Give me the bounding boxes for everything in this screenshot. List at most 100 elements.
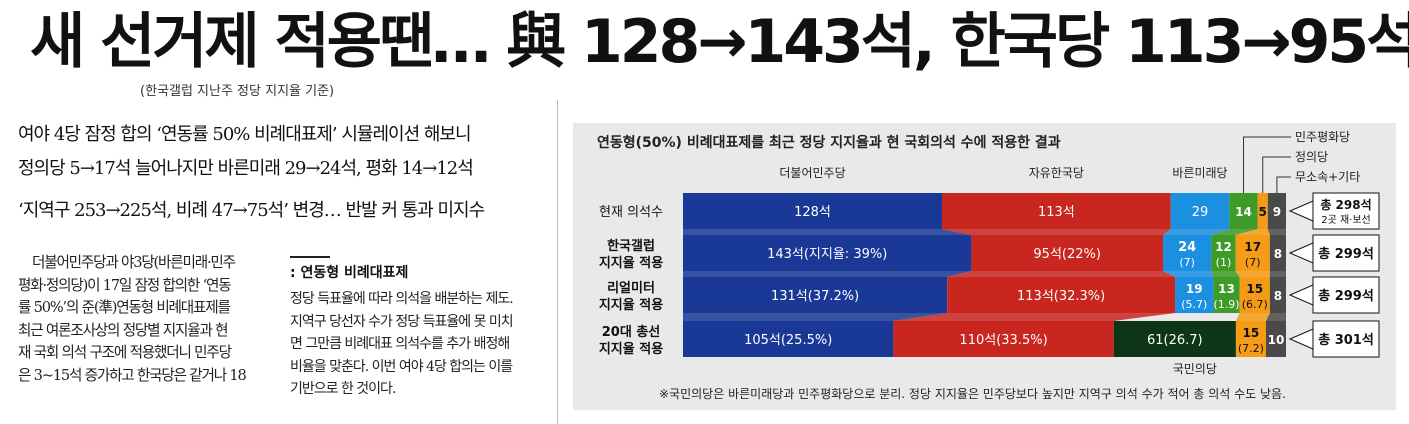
article-line: 재 국회 의석 구조에 적용했더니 민주당	[18, 344, 232, 361]
explainer-rule	[290, 256, 330, 258]
bar-segment	[1235, 235, 1270, 271]
explainer-line: 기반으로 한 것이다.	[290, 381, 396, 397]
bar-connector	[1235, 313, 1270, 321]
total-pointer	[1288, 328, 1314, 350]
bar-segment	[1267, 193, 1286, 229]
bar-label: 13	[1218, 282, 1235, 296]
row-label: 한국갤럽	[607, 238, 655, 254]
bar-label: 17	[1244, 240, 1261, 254]
bar-connector	[683, 313, 948, 321]
bar-segment	[1265, 321, 1286, 357]
bar-segment	[683, 321, 894, 357]
bar-sublabel: (7.2)	[1238, 342, 1264, 355]
party-header: 바른미래당	[1172, 166, 1227, 180]
leader-line	[1243, 136, 1291, 193]
party-header: 더불어민주당	[779, 166, 845, 180]
bar-label: 15	[1246, 282, 1263, 296]
explainer-title-text: 연동형 비례대표제	[300, 265, 409, 281]
party-header: 정의당	[1295, 150, 1328, 164]
bar-connector	[1265, 313, 1286, 321]
annotation-label: 국민의당	[1173, 362, 1217, 376]
subheadline-line: 정의당 5→17석 늘어나지만 바른미래 29→24석, 평화 14→12석	[18, 158, 474, 179]
bar-label: 8	[1274, 247, 1282, 261]
source-note: (한국갤럽 지난주 정당 지지율 기준)	[140, 84, 335, 99]
explainer-title: : 연동형 비례대표제	[290, 262, 408, 282]
total-pointer	[1288, 242, 1314, 264]
bar-segment	[947, 277, 1176, 313]
bar-segment	[1229, 193, 1258, 229]
bar-connector	[1162, 229, 1230, 235]
bar-connector	[1269, 271, 1286, 277]
bullet-icon: :	[290, 265, 301, 281]
explainer-line: 면 그만큼 비례대표 의석수를 추가 배정해	[290, 336, 510, 352]
bar-segment	[1257, 193, 1268, 229]
bar-label: 10	[1268, 333, 1285, 347]
total-box	[1312, 234, 1380, 272]
leader-line	[1276, 176, 1291, 193]
bar-segment	[1211, 235, 1236, 271]
bar-sublabel: (1.9)	[1213, 298, 1239, 311]
bar-connector	[1211, 229, 1258, 235]
bar-connector	[942, 229, 1171, 235]
bar-label: 8	[1274, 289, 1282, 303]
bar-connector	[1267, 229, 1286, 235]
leader-line	[1262, 156, 1291, 193]
bar-segment	[683, 235, 972, 271]
bar-label: 110석(33.5%)	[959, 333, 1047, 348]
total-box	[1312, 276, 1380, 314]
bar-segment	[683, 193, 943, 229]
party-header: 민주평화당	[1295, 130, 1350, 144]
party-header: 무소속+기타	[1295, 170, 1360, 184]
total-label: 총 299석	[1318, 246, 1374, 262]
total-label: 총 299석	[1318, 288, 1374, 304]
row-label: 지지율 적용	[599, 341, 663, 357]
bar-label: 5	[1259, 205, 1267, 219]
row-label: 리얼미터	[607, 280, 655, 296]
bar-sublabel: (7)	[1179, 256, 1195, 269]
subheadline-line: ‘지역구 253→225석, 비례 47→75석’ 변경… 반발 커 통과 미지…	[18, 200, 485, 221]
bar-sublabel: (7)	[1245, 256, 1261, 269]
bar-label: 61(26.7)	[1147, 333, 1203, 348]
bar-label: 19	[1186, 282, 1203, 296]
bar-segment	[683, 277, 948, 313]
bar-segment	[1239, 277, 1270, 313]
bar-label: 12	[1215, 240, 1232, 254]
bar-segment	[1162, 235, 1212, 271]
bar-label: 131석(37.2%)	[771, 289, 859, 304]
article-line: 률 50%’의 준(準)연동형 비례대표제를	[18, 299, 231, 316]
subheadline-block: 여야 4당 잠정 합의 ‘연동률 50% 비례대표제’ 시뮬레이션 해보니 정의…	[18, 118, 558, 228]
bar-segment	[1269, 277, 1286, 313]
total-label: 총 301석	[1318, 332, 1374, 348]
total-pointer	[1288, 200, 1314, 222]
row-label: 지지율 적용	[599, 255, 663, 271]
explainer-body: 정당 득표율에 따라 의석을 배분하는 제도. 지역구 당선자 수가 정당 득표…	[290, 288, 552, 401]
bar-label: 105석(25.5%)	[744, 333, 832, 348]
bar-connector	[683, 271, 972, 277]
article-body: 더불어민주당과 야3당(바른미래·민주 평화·정의당)이 17일 잠정 합의한 …	[18, 252, 280, 424]
explainer-line: 지역구 당선자 수가 정당 득표율에 못 미치	[290, 313, 514, 330]
total-sublabel: 2곳 재·보선	[1321, 214, 1371, 226]
total-box	[1312, 320, 1380, 358]
bar-connector	[893, 313, 1176, 321]
article-line: 평화·정의당)이 17일 잠정 합의한 ‘연동	[18, 276, 232, 294]
bar-segment	[1235, 321, 1266, 357]
bar-label: 128석	[794, 205, 831, 220]
bar-label: 9	[1273, 205, 1281, 219]
party-header: 자유한국당	[1029, 166, 1084, 180]
bar-label: 143석(지지율: 39%)	[767, 247, 887, 262]
bar-label: 95석(22%)	[1033, 247, 1101, 262]
total-pointer	[1288, 284, 1314, 306]
bar-connector	[1162, 271, 1214, 277]
headline: 새 선거제 적용땐… 與 128→143석, 한국당 113→95석	[30, 7, 1409, 77]
bar-segment	[1175, 277, 1214, 313]
bar-segment	[1170, 193, 1230, 229]
bar-label: 15	[1243, 326, 1260, 340]
row-label: 지지율 적용	[599, 297, 663, 313]
bar-connector	[683, 229, 972, 235]
article-line: 더불어민주당과 야3당(바른미래·민주	[32, 254, 236, 271]
seat-chart-panel: 연동형(50%) 비례대표제를 최근 정당 지지율과 현 국회의석 수에 적용한…	[573, 123, 1396, 410]
bar-segment	[942, 193, 1171, 229]
bar-segment	[893, 321, 1114, 357]
bar-label: 14	[1235, 205, 1252, 219]
article-line: 최근 여론조사상의 정당별 지지율과 현	[18, 321, 229, 339]
